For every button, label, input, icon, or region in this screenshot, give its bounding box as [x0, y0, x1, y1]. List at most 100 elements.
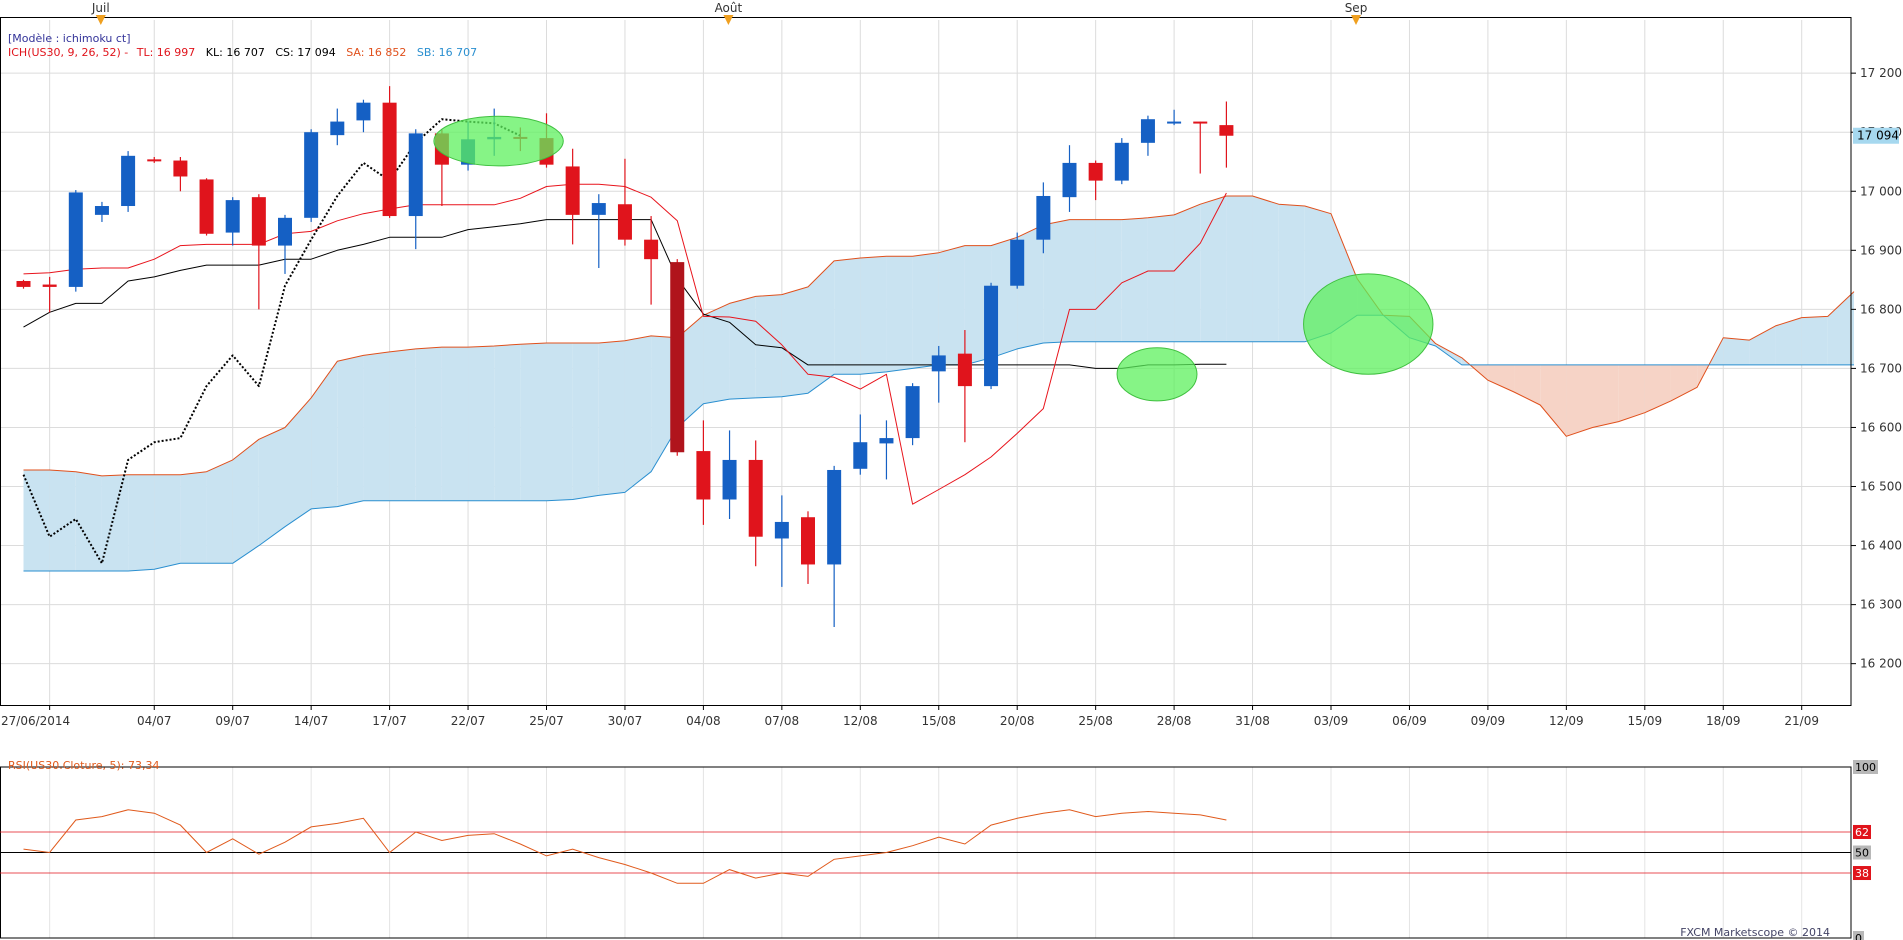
cloud-segment: [1566, 364, 1593, 437]
y-tick-label: 17 000: [1860, 184, 1902, 198]
candle-body: [984, 285, 999, 387]
candle-body: [1036, 195, 1051, 240]
candle-body: [1140, 119, 1155, 143]
legend-tl: TL: 16 997: [136, 46, 196, 59]
candle-body: [1010, 239, 1025, 286]
candle-body: [173, 160, 188, 177]
rsi-tick-bg: [1853, 824, 1871, 839]
cloud-segment: [1200, 195, 1227, 342]
candle-body: [147, 159, 162, 162]
candle-body: [748, 459, 763, 537]
highlight-circle: [433, 115, 564, 167]
watermark: FXCM Marketscope © 2014: [1680, 926, 1830, 939]
cloud-segment: [572, 343, 599, 500]
cloud-segment: [1723, 337, 1750, 365]
x-tick-label: 09/07: [215, 714, 250, 728]
x-tick-label: 27/06/2014: [1, 714, 70, 728]
cloud-segment: [1095, 219, 1122, 342]
candle-body: [696, 451, 711, 500]
candle-body: [199, 179, 214, 234]
cloud-segment: [441, 347, 469, 501]
rsi-tick-bg: [1853, 760, 1878, 774]
senkou-a-line: [23, 195, 1855, 477]
x-tick-label: 06/09: [1392, 714, 1427, 728]
cloud-segment: [729, 296, 756, 400]
candle-body: [251, 197, 266, 246]
rsi-tick-label: 38: [1855, 867, 1869, 880]
candle-body: [774, 521, 789, 539]
y-tick-label: 16 300: [1860, 598, 1902, 612]
cloud-segment: [311, 361, 338, 509]
cloud-segment: [546, 343, 573, 501]
cloud-segment: [834, 257, 861, 375]
cloud-segment: [1278, 204, 1305, 342]
y-tick-label: 16 400: [1860, 539, 1902, 553]
cloud-segment: [363, 351, 390, 501]
cloud-segment: [128, 474, 155, 571]
cloud-segment: [886, 256, 913, 372]
candle-body: [1088, 162, 1103, 181]
cloud-segment: [1618, 364, 1645, 422]
candle-body: [853, 442, 868, 469]
candle-body: [356, 102, 371, 121]
month-label: Juil: [91, 1, 110, 15]
legend-cs: CS: 17 094: [275, 46, 335, 59]
highlight-circle: [1116, 347, 1198, 402]
candle-body: [1062, 162, 1077, 198]
last-price-label: 17 094: [1857, 129, 1899, 143]
candle-body: [1219, 125, 1234, 136]
y-tick-label: 16 800: [1860, 302, 1902, 316]
legend-ich: ICH(US30, 9, 26, 52) -: [8, 46, 128, 59]
candle-body: [382, 102, 397, 217]
x-tick-label: 31/08: [1235, 714, 1270, 728]
cloud-segment: [494, 344, 521, 501]
cloud-segment: [285, 397, 312, 527]
cloud-segment: [1043, 219, 1070, 344]
cloud-segment: [624, 335, 652, 493]
cloud-segment: [1749, 325, 1776, 365]
cloud-segment: [415, 347, 442, 501]
rsi-tick-label: 50: [1855, 847, 1869, 860]
month-label: Sep: [1345, 1, 1368, 15]
candle-body: [225, 200, 240, 233]
x-tick-label: 09/09: [1471, 714, 1506, 728]
legend-sa: SA: 16 852: [346, 46, 406, 59]
candle-body: [304, 132, 319, 218]
cloud-segment: [938, 245, 965, 365]
cloud-segment: [1121, 217, 1148, 342]
cloud-segment: [1644, 364, 1671, 413]
legend-model: [Modèle : ichimoku ct]: [8, 32, 131, 45]
candle-body: [801, 517, 815, 565]
cloud-segment: [1174, 204, 1201, 342]
rsi-tick-label: 62: [1855, 826, 1869, 839]
cloud-segment: [180, 471, 207, 564]
x-tick-label: 25/08: [1078, 714, 1113, 728]
rsi-tick-bg: [1853, 931, 1864, 940]
candle-body: [94, 206, 109, 215]
candle-body: [617, 204, 632, 240]
candle-body: [68, 192, 83, 287]
y-tick-label: 16 900: [1860, 243, 1902, 257]
rsi-panel: 100 62 50 38 0: [0, 760, 1878, 940]
candle-body: [931, 355, 946, 372]
y-tick-label: 16 600: [1860, 420, 1902, 434]
cloud-segment: [1226, 195, 1253, 342]
candle-body: [1114, 142, 1129, 181]
cloud-segment: [520, 343, 547, 501]
x-tick-label: 12/09: [1549, 714, 1584, 728]
cloud-segment: [598, 340, 625, 496]
y-tick-label: 16 500: [1860, 480, 1902, 494]
legend-sb: SB: 16 707: [417, 46, 477, 59]
cloud-segment: [468, 345, 495, 501]
highlight-circles: [433, 115, 1434, 402]
x-tick-label: 07/08: [765, 714, 800, 728]
x-tick-label: 04/08: [686, 714, 721, 728]
cloud-segment: [1670, 364, 1698, 401]
candle-body: [1167, 121, 1182, 124]
x-tick-label: 17/07: [372, 714, 407, 728]
cloud-segment: [1487, 364, 1515, 393]
cloud-segment: [389, 348, 416, 501]
cloud-segment: [1540, 364, 1567, 437]
